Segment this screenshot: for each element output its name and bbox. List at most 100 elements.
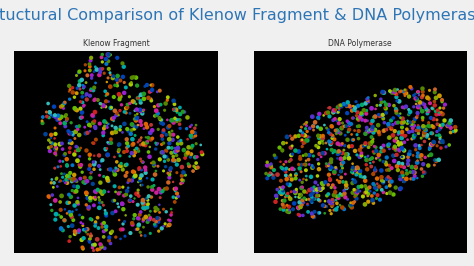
Point: [139, 198, 147, 202]
Point: [287, 190, 295, 194]
Point: [140, 108, 148, 112]
Point: [144, 202, 152, 206]
Point: [174, 142, 182, 146]
Point: [297, 169, 305, 174]
Point: [282, 170, 290, 174]
Point: [411, 171, 419, 175]
Point: [102, 62, 110, 66]
Point: [369, 198, 376, 202]
Point: [139, 110, 146, 114]
Point: [301, 133, 309, 138]
Point: [377, 146, 385, 150]
Point: [137, 210, 145, 214]
Point: [137, 176, 144, 180]
Point: [100, 221, 108, 225]
Point: [122, 192, 130, 197]
Point: [96, 247, 103, 251]
Point: [181, 110, 188, 114]
Point: [87, 87, 95, 91]
Point: [403, 168, 410, 172]
Point: [388, 166, 395, 170]
Point: [424, 95, 431, 100]
Point: [145, 96, 152, 100]
Point: [415, 125, 422, 130]
Point: [71, 152, 78, 157]
Point: [400, 179, 408, 183]
Point: [134, 188, 142, 192]
Point: [343, 186, 351, 190]
Point: [430, 163, 438, 167]
Point: [137, 135, 145, 140]
Point: [121, 110, 128, 114]
Point: [151, 222, 158, 226]
Point: [112, 209, 119, 213]
Point: [339, 166, 346, 170]
Point: [398, 146, 406, 150]
Point: [272, 155, 280, 160]
Point: [171, 116, 179, 120]
Point: [280, 207, 287, 212]
Point: [141, 84, 149, 89]
Point: [91, 160, 99, 164]
Point: [375, 130, 383, 134]
Point: [294, 212, 302, 217]
Point: [306, 135, 313, 139]
Point: [64, 129, 72, 133]
Point: [441, 118, 448, 123]
Point: [103, 80, 110, 84]
Point: [362, 141, 369, 145]
Point: [347, 122, 355, 126]
Point: [68, 141, 75, 145]
Point: [283, 209, 291, 214]
Point: [411, 92, 419, 96]
Point: [139, 160, 147, 164]
Point: [137, 179, 144, 183]
Point: [69, 210, 76, 214]
Point: [386, 180, 394, 184]
Point: [316, 211, 324, 215]
Point: [63, 157, 71, 161]
Point: [51, 136, 58, 140]
Point: [126, 111, 134, 115]
Point: [371, 144, 378, 148]
Point: [296, 178, 303, 182]
Point: [280, 205, 288, 209]
Point: [160, 141, 167, 145]
Point: [402, 105, 410, 109]
Point: [365, 145, 373, 149]
Point: [383, 185, 390, 189]
Point: [155, 127, 162, 131]
Point: [326, 106, 334, 110]
Point: [351, 128, 358, 133]
Point: [367, 141, 375, 146]
Point: [279, 149, 286, 153]
Point: [100, 133, 107, 138]
Point: [111, 198, 118, 203]
Point: [119, 207, 127, 211]
Point: [100, 189, 108, 194]
Point: [428, 106, 436, 110]
Point: [305, 157, 312, 162]
Point: [66, 210, 73, 214]
Point: [433, 118, 441, 122]
Point: [59, 175, 66, 179]
Point: [68, 215, 75, 219]
Point: [66, 97, 73, 101]
Point: [85, 206, 92, 211]
Point: [120, 193, 128, 198]
Point: [167, 166, 174, 171]
Point: [278, 192, 285, 196]
Point: [330, 108, 337, 113]
Point: [134, 96, 142, 100]
Point: [142, 215, 150, 219]
Point: [292, 187, 300, 192]
Point: [87, 56, 95, 60]
Point: [402, 177, 410, 181]
Point: [355, 118, 362, 122]
Point: [166, 172, 173, 177]
Point: [425, 124, 432, 128]
Point: [329, 151, 337, 155]
Point: [154, 216, 161, 220]
Point: [130, 124, 137, 128]
Point: [416, 155, 423, 159]
